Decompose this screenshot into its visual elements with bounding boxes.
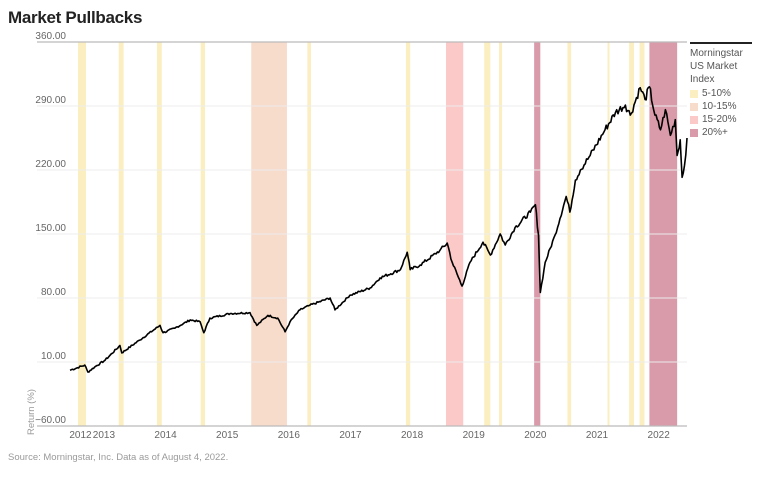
x-tick-label: 2021 — [586, 430, 609, 441]
y-tick-label: 360.00 — [35, 31, 66, 42]
legend-swatch — [690, 102, 698, 111]
source-note: Source: Morningstar, Inc. Data as of Aug… — [8, 452, 229, 463]
y-tick-label: 290.00 — [35, 95, 66, 106]
legend-title: Morningstar US Market Index — [690, 48, 743, 85]
x-tick-label: 2022 — [648, 430, 671, 441]
x-tick-label: 2014 — [154, 430, 177, 441]
chart-title: Market Pullbacks — [8, 8, 143, 27]
legend-swatch — [690, 115, 698, 124]
legend-swatch — [690, 89, 698, 98]
x-tick-label: 2012 — [69, 430, 92, 441]
legend: Morningstar US Market Index 5-10% 10-15% 1… — [690, 42, 752, 139]
series-line — [69, 86, 688, 373]
x-tick-label: 2018 — [401, 430, 424, 441]
y-tick-label: −60.00 — [35, 415, 66, 426]
x-tick-label: 2013 — [93, 430, 116, 441]
x-tick-label: 2015 — [216, 430, 239, 441]
x-tick-label: 2019 — [463, 430, 486, 441]
legend-item: 20%+ — [690, 126, 752, 139]
legend-item: 5-10% — [690, 87, 752, 100]
x-tick-label: 2016 — [278, 430, 301, 441]
legend-label: 5-10% — [702, 88, 731, 99]
legend-label: 10-15% — [702, 101, 737, 112]
y-tick-label: 220.00 — [35, 159, 66, 170]
legend-item: 10-15% — [690, 100, 752, 113]
y-tick-label: 10.00 — [41, 351, 66, 362]
legend-item: 15-20% — [690, 113, 752, 126]
x-tick-label: 2017 — [339, 430, 362, 441]
y-axis-label: Return (%) — [26, 389, 37, 435]
y-tick-label: 80.00 — [41, 287, 66, 298]
legend-label: 15-20% — [702, 114, 737, 125]
x-tick-label: 2020 — [524, 430, 547, 441]
legend-swatch — [690, 128, 698, 137]
y-tick-label: 150.00 — [35, 223, 66, 234]
legend-label: 20%+ — [702, 127, 728, 138]
